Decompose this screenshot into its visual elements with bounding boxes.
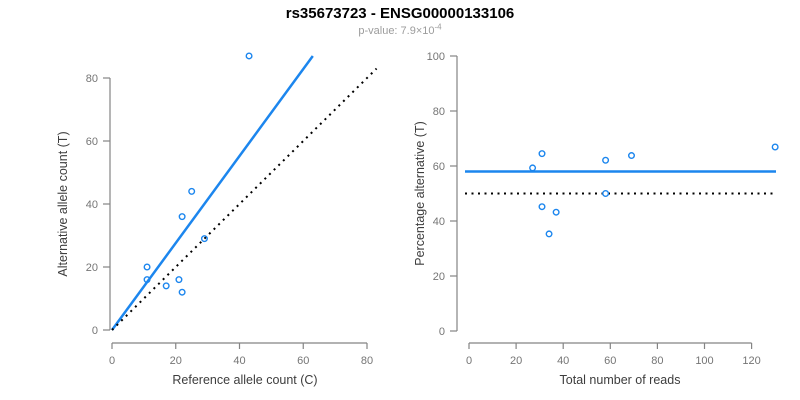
x-tick-label: 0 (109, 355, 115, 367)
x-tick-label: 60 (297, 355, 309, 367)
y-tick-label: 20 (86, 262, 98, 274)
data-point (529, 164, 537, 172)
x-axis-title: Reference allele count (C) (172, 373, 317, 387)
y-tick-label: 60 (433, 161, 445, 173)
data-point (143, 263, 151, 271)
y-tick-label: 100 (427, 51, 445, 63)
y-tick-label: 40 (86, 199, 98, 211)
data-point (178, 288, 186, 296)
figure-subtitle: p-value: 7.9×10-4 (0, 22, 800, 37)
y-axis-title: Alternative allele count (T) (56, 131, 70, 276)
y-tick-label: 0 (92, 325, 98, 337)
left-scatter-plot: 0 20 40 60 80 0 20 40 60 80 Reference allele count… (56, 52, 378, 387)
pvalue-text: p-value: 7.9×10 (358, 25, 435, 37)
data-point (200, 235, 208, 243)
data-point (602, 156, 610, 164)
x-tick-label: 120 (742, 355, 760, 367)
data-point (178, 213, 186, 221)
data-point (552, 208, 560, 216)
data-point (602, 189, 610, 197)
y-tick-label: 20 (433, 271, 445, 283)
x-tick-label: 100 (695, 355, 713, 367)
x-tick-label: 80 (651, 355, 663, 367)
data-point (188, 187, 196, 195)
x-tick-label: 40 (233, 355, 245, 367)
x-tick-label: 20 (510, 355, 522, 367)
identity-line (111, 67, 378, 331)
data-point (538, 150, 546, 158)
x-axis-title: Total number of reads (560, 373, 681, 387)
figure-title: rs35673723 - ENSG00000133106 (285, 5, 515, 22)
fit-line (110, 55, 314, 331)
x-tick-label: 20 (170, 355, 182, 367)
data-point (771, 143, 779, 151)
data-point (245, 52, 253, 60)
x-tick-label: 40 (557, 355, 569, 367)
x-tick-label: 0 (466, 355, 472, 367)
y-tick-label: 60 (86, 136, 98, 148)
right-scatter-plot: 0 20 40 60 80 100 0 20 40 60 80 100 120 Total number … (413, 51, 779, 387)
data-point (538, 203, 546, 211)
y-tick-label: 80 (433, 106, 445, 118)
data-point (175, 276, 183, 284)
pvalue-exponent: -4 (434, 22, 442, 32)
y-axis-title: Percentage alternative (T) (413, 121, 427, 266)
x-tick-label: 80 (361, 355, 373, 367)
data-point (627, 152, 635, 160)
x-tick-label: 60 (604, 355, 616, 367)
data-point (143, 276, 151, 284)
data-point (162, 282, 170, 290)
data-point (545, 230, 553, 238)
y-tick-label: 40 (433, 216, 445, 228)
y-tick-label: 0 (439, 326, 445, 338)
y-tick-label: 80 (86, 73, 98, 85)
